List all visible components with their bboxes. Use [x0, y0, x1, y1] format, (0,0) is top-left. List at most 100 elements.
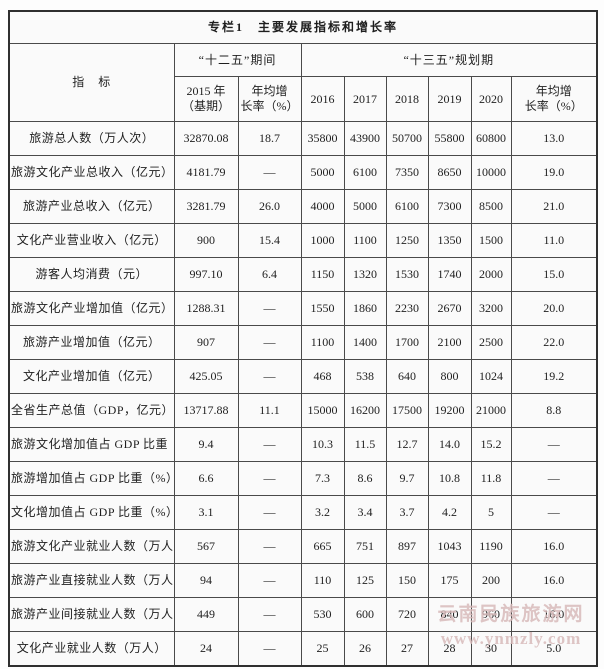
- value-cell: 22.0: [510, 325, 598, 360]
- value-cell: 4181.79: [173, 155, 239, 190]
- table-row: 旅游产业增加值（亿元） 907—1100 1400 1700 2100 2500 22.0: [8, 325, 598, 360]
- value-cell: 21.0: [510, 189, 598, 224]
- value-cell: 6100: [343, 155, 387, 190]
- value-cell: 6100: [385, 189, 429, 224]
- value-cell: 7300: [427, 189, 472, 224]
- indicator-label-cell: 游客人均消费（元）: [8, 257, 175, 292]
- value-cell: 720: [385, 597, 429, 632]
- value-cell: 16.0: [510, 529, 598, 564]
- value-cell: —: [237, 495, 302, 530]
- table-row: 游客人均消费（元） 997.10 6.4 1150 1320 1530 1740 2000 15…: [8, 257, 598, 292]
- value-cell: 567: [173, 529, 239, 564]
- value-cell: 1350: [427, 223, 472, 258]
- table-row: 旅游文化增加值占 GDP 比重（%）9.4—10.311.512.714.015…: [8, 427, 598, 462]
- value-cell: 18.7: [237, 121, 302, 156]
- value-cell: 175: [427, 563, 472, 598]
- value-cell: 640: [385, 359, 429, 394]
- table-row: 文化产业就业人数（万人） 24—25 26 27 28 30 5.0: [8, 631, 598, 667]
- value-cell: —: [237, 529, 302, 564]
- table-row: 旅游产业总收入（亿元） 3281.79 26.0 4000 5000 6100 7300 85…: [8, 189, 598, 224]
- value-cell: 50700: [385, 121, 429, 156]
- value-cell: 11.5: [343, 427, 387, 462]
- indicator-label-cell: 文化增加值占 GDP 比重（%）: [8, 495, 175, 530]
- year-2020-header: 2020: [470, 76, 512, 122]
- value-cell: 11.1: [237, 393, 302, 428]
- header-row-periods: 指 标 “十二五”期间 “十三五”规划期: [8, 43, 598, 122]
- value-cell: 4000: [300, 189, 345, 224]
- table-row: 旅游产业直接就业人数（万人） 94—110 125 150 175 200 16.0: [8, 563, 598, 598]
- value-cell: 907: [173, 325, 239, 360]
- value-cell: 997.10: [173, 257, 239, 292]
- value-cell: 10.8: [427, 461, 472, 496]
- value-cell: 5.0: [510, 631, 598, 667]
- value-cell: 13.0: [510, 121, 598, 156]
- value-cell: 1100: [343, 223, 387, 258]
- table-row: 旅游文化产业增加值（亿元） 1288.31—1550 1860 2230 2670 320…: [8, 291, 598, 326]
- value-cell: 20.0: [510, 291, 598, 326]
- value-cell: 1000: [300, 223, 345, 258]
- value-cell: 17500: [385, 393, 429, 428]
- value-cell: 1150: [300, 257, 345, 292]
- value-cell: 9.4: [173, 427, 239, 462]
- value-cell: 28: [427, 631, 472, 667]
- indicator-label-cell: 旅游产业增加值（亿元）: [8, 325, 175, 360]
- value-cell: 7.3: [300, 461, 345, 496]
- table-row: 旅游文化产业就业人数（万人） 567—665 751 897 1043 1190 16.0: [8, 529, 598, 564]
- value-cell: 8500: [470, 189, 512, 224]
- value-cell: 1100: [300, 325, 345, 360]
- value-cell: 5000: [300, 155, 345, 190]
- table-row: 文化产业营业收入（亿元） 900 15.4 1000 1100 1250 1350 1500 1…: [8, 223, 598, 258]
- value-cell: 21000: [470, 393, 512, 428]
- table-row: 全省生产总值（GDP，亿元） 13717.88 11.1 15000 16200 1750…: [8, 393, 598, 428]
- value-cell: 94: [173, 563, 239, 598]
- year-2019-header: 2019: [427, 76, 472, 122]
- value-cell: —: [237, 461, 302, 496]
- value-cell: 3.1: [173, 495, 239, 530]
- value-cell: 5000: [343, 189, 387, 224]
- value-cell: 8650: [427, 155, 472, 190]
- value-cell: —: [510, 461, 598, 496]
- indicator-label-cell: 旅游产业直接就业人数（万人）: [8, 563, 175, 598]
- value-cell: 530: [300, 597, 345, 632]
- value-cell: 751: [343, 529, 387, 564]
- value-cell: 8.6: [343, 461, 387, 496]
- value-cell: 3.4: [343, 495, 387, 530]
- value-cell: —: [237, 359, 302, 394]
- table-row: 文化产业增加值（亿元） 425.05—468 538 640 800 1024 19.2: [8, 359, 598, 394]
- year-2016-header: 2016: [300, 76, 345, 122]
- value-cell: 665: [300, 529, 345, 564]
- value-cell: 1024: [470, 359, 512, 394]
- value-cell: 1288.31: [173, 291, 239, 326]
- value-cell: 8.8: [510, 393, 598, 428]
- value-cell: 16.0: [510, 563, 598, 598]
- value-cell: 800: [427, 359, 472, 394]
- value-cell: 1860: [343, 291, 387, 326]
- value-cell: 1043: [427, 529, 472, 564]
- title-row: 专栏1 主要发展指标和增长率: [8, 10, 598, 44]
- value-cell: 2230: [385, 291, 429, 326]
- value-cell: 2500: [470, 325, 512, 360]
- indicator-label-cell: 全省生产总值（GDP，亿元）: [8, 393, 175, 428]
- value-cell: 16.0: [510, 597, 598, 632]
- indicator-label-cell: 文化产业就业人数（万人）: [8, 631, 175, 667]
- value-cell: 1250: [385, 223, 429, 258]
- value-cell: 27: [385, 631, 429, 667]
- indicator-label-cell: 文化产业营业收入（亿元）: [8, 223, 175, 258]
- value-cell: 2100: [427, 325, 472, 360]
- value-cell: —: [237, 325, 302, 360]
- value-cell: 449: [173, 597, 239, 632]
- indicators-table: 专栏1 主要发展指标和增长率 指 标 “十二五”期间 “十三五”规划期 2015…: [8, 10, 599, 667]
- value-cell: 43900: [343, 121, 387, 156]
- value-cell: 19.0: [510, 155, 598, 190]
- avg-growth-135-header: 年均增 长率（%）: [510, 76, 598, 122]
- period-135-header: “十三五”规划期: [300, 43, 598, 77]
- value-cell: —: [510, 495, 598, 530]
- value-cell: 897: [385, 529, 429, 564]
- value-cell: 200: [470, 563, 512, 598]
- value-cell: 1400: [343, 325, 387, 360]
- year-2017-header: 2017: [343, 76, 387, 122]
- indicator-header: 指 标: [8, 43, 175, 122]
- table-row: 旅游增加值占 GDP 比重（%） 6.6—7.3 8.6 9.7 10.8 11.8—: [8, 461, 598, 496]
- value-cell: 1740: [427, 257, 472, 292]
- value-cell: 16200: [343, 393, 387, 428]
